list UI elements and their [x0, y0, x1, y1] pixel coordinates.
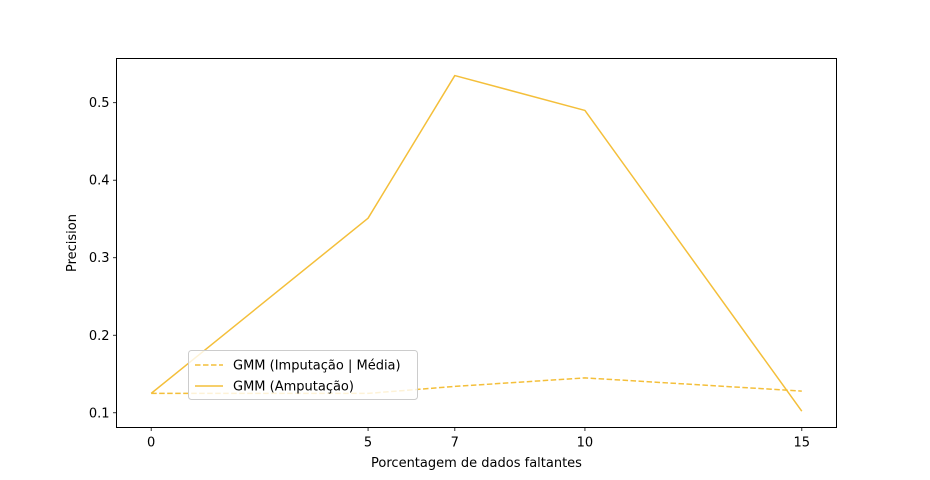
x-tick-label: 0: [147, 436, 155, 451]
x-tick-label: 5: [364, 436, 372, 451]
y-tick-label: 0.3: [89, 251, 110, 266]
x-tick-label: 15: [794, 436, 811, 451]
y-axis-title: Precision: [65, 214, 80, 272]
legend-label-amputacao: GMM (Amputação): [233, 380, 354, 395]
plot-area-frame: [116, 58, 837, 428]
y-tick-label: 0.1: [89, 406, 110, 421]
series-line-amputacao: [150, 74, 803, 412]
x-tick-label: 7: [451, 436, 459, 451]
y-axis-ticks: 0.1 0.2 0.3 0.4 0.5: [89, 96, 117, 421]
y-tick-label: 0.4: [89, 174, 110, 189]
x-axis-ticks: 0 5 7 10 15: [147, 427, 811, 451]
y-tick-label: 0.5: [89, 96, 110, 111]
legend: GMM (Imputação | Média) GMM (Amputação): [188, 350, 418, 400]
legend-box: [188, 350, 418, 400]
x-axis-title: Porcentagem de dados faltantes: [371, 456, 582, 471]
x-tick-label: 10: [577, 436, 594, 451]
y-tick-label: 0.2: [89, 329, 110, 344]
legend-label-imputacao: GMM (Imputação | Média): [233, 359, 401, 374]
